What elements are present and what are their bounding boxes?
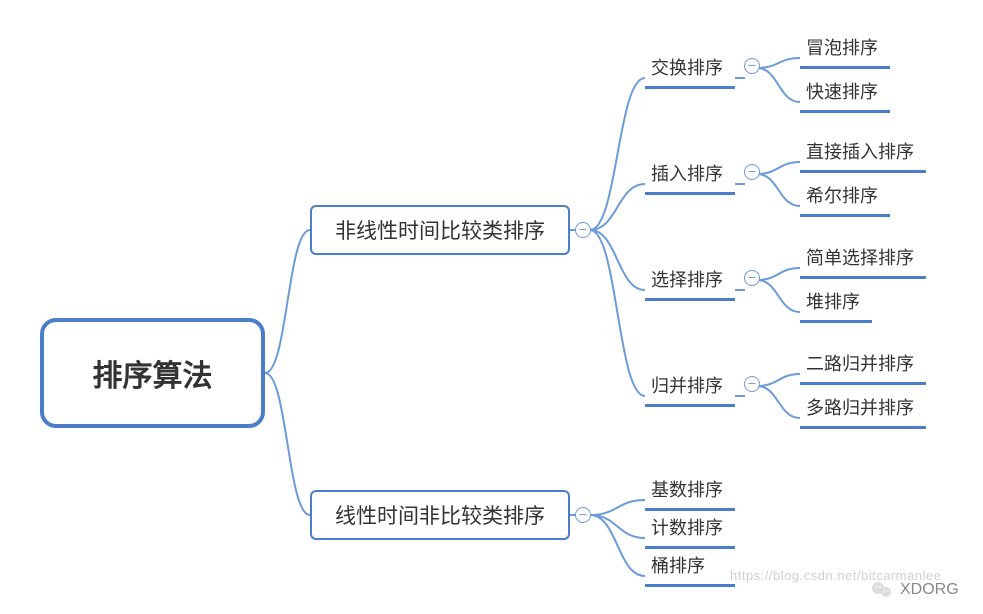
level4-node-1[interactable]: 快速排序	[800, 74, 890, 113]
collapse-button-linear[interactable]	[575, 507, 591, 523]
wechat-attribution: XDORG	[870, 578, 959, 602]
level2-node-linear[interactable]: 线性时间非比较类排序	[310, 490, 570, 540]
level3-node-radix[interactable]: 基数排序	[645, 472, 735, 511]
collapse-button-select[interactable]	[744, 270, 760, 286]
level4-node-6[interactable]: 二路归并排序	[800, 346, 926, 385]
root-node[interactable]: 排序算法	[40, 318, 265, 428]
level3-node-select[interactable]: 选择排序	[645, 262, 735, 301]
level3-node-insert[interactable]: 插入排序	[645, 156, 735, 195]
wechat-icon	[870, 578, 894, 602]
level4-node-0[interactable]: 冒泡排序	[800, 30, 890, 69]
collapse-button-exchange[interactable]	[744, 58, 760, 74]
wechat-label: XDORG	[900, 581, 959, 599]
level3-node-exchange[interactable]: 交换排序	[645, 50, 735, 89]
level3-node-merge[interactable]: 归并排序	[645, 368, 735, 407]
level2-node-nonlinear[interactable]: 非线性时间比较类排序	[310, 205, 570, 255]
level4-node-5[interactable]: 堆排序	[800, 284, 872, 323]
collapse-button-nonlinear[interactable]	[575, 222, 591, 238]
collapse-button-merge[interactable]	[744, 376, 760, 392]
level3-node-count[interactable]: 计数排序	[645, 510, 735, 549]
level4-node-3[interactable]: 希尔排序	[800, 178, 890, 217]
level3-node-bucket[interactable]: 桶排序	[645, 548, 735, 587]
collapse-button-insert[interactable]	[744, 164, 760, 180]
level4-node-4[interactable]: 简单选择排序	[800, 240, 926, 279]
level4-node-7[interactable]: 多路归并排序	[800, 390, 926, 429]
level4-node-2[interactable]: 直接插入排序	[800, 134, 926, 173]
